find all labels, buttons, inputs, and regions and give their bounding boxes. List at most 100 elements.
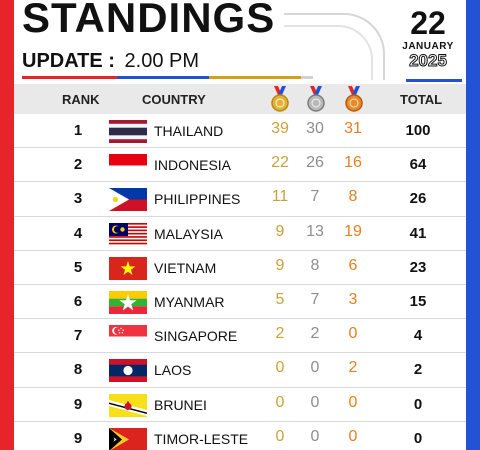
gold-count: 0 (275, 427, 285, 445)
silver-count: 7 (310, 188, 320, 206)
gold-count: 0 (275, 359, 285, 377)
table-row: 1 THAILAND 39 30 31 100 (14, 114, 466, 149)
bronze-count: 16 (344, 154, 362, 172)
singapore-flag-icon (109, 325, 147, 349)
laos-flag-icon (109, 359, 147, 383)
table-header: RANK COUNTRY TOTAL (14, 84, 466, 114)
right-blue-border (466, 0, 480, 450)
table-row: 3 PHILIPPINES 11 7 8 26 (14, 182, 466, 217)
silver-count: 8 (310, 256, 320, 274)
total-count: 26 (409, 190, 427, 208)
bronze-count: 0 (348, 393, 358, 411)
country-name: LAOS (154, 362, 192, 379)
country-name: BRUNEI (154, 396, 207, 413)
rank-cell: 3 (73, 190, 83, 208)
total-count: 2 (413, 361, 423, 379)
country-name: THAILAND (154, 123, 224, 139)
bronze-count: 2 (348, 359, 358, 377)
country-name: VIETNAM (154, 259, 217, 276)
indonesia-flag-icon (109, 154, 147, 178)
header-underline-gold (209, 76, 301, 79)
date-year: 2025 (409, 51, 448, 70)
total-count: 100 (405, 122, 431, 139)
rank-cell: 4 (73, 224, 83, 242)
column-country: COUNTRY (142, 92, 206, 107)
silver-count: 0 (310, 393, 320, 411)
total-count: 23 (409, 258, 427, 276)
bronze-count: 3 (348, 290, 358, 308)
total-count: 0 (413, 395, 423, 413)
table-row: 2 INDONESIA 22 26 16 64 (14, 148, 466, 183)
header-underline-blue (117, 76, 209, 79)
header-underline-red (22, 76, 117, 79)
rank-cell: 7 (73, 327, 83, 345)
silver-count: 7 (310, 290, 320, 308)
country-name: PHILIPPINES (154, 191, 241, 208)
table-row: 5 VIETNAM 9 8 6 23 (14, 251, 466, 285)
myanmar-flag-icon (109, 290, 147, 314)
bronze-count: 19 (344, 222, 362, 240)
silver-count: 13 (306, 222, 324, 240)
timor-leste-flag-icon (109, 427, 147, 450)
rank-cell: 9 (73, 429, 83, 447)
philippines-flag-icon (109, 188, 147, 212)
silver-count: 0 (310, 359, 320, 377)
date-day: 22 (410, 5, 446, 41)
bronze-count: 0 (348, 325, 358, 343)
gold-count: 2 (275, 325, 285, 343)
bronze-medal-icon (345, 86, 363, 112)
gold-count: 0 (275, 393, 285, 411)
rank-cell: 5 (73, 258, 83, 276)
gold-count: 22 (271, 154, 289, 172)
country-name: INDONESIA (154, 157, 232, 174)
table-row: 7 SINGAPORE 2 2 0 4 (14, 319, 466, 354)
silver-count: 30 (306, 120, 324, 137)
table-row: 8 LAOS 0 0 2 2 (14, 353, 466, 388)
decorative-arcs (284, 13, 385, 80)
country-name: SINGAPORE (154, 328, 238, 345)
date-underline-blue (406, 79, 462, 82)
rank-cell: 2 (73, 156, 83, 174)
rank-cell: 8 (73, 361, 83, 379)
rank-cell: 6 (73, 292, 83, 310)
gold-medal-icon (271, 86, 289, 112)
country-name: MALAYSIA (154, 225, 223, 242)
country-name: TIMOR-LESTE (154, 430, 249, 447)
table-row: 4 MALAYSIA 9 13 19 41 (14, 217, 466, 251)
table-row: 6 MYANMAR 5 7 3 15 (14, 285, 466, 320)
bronze-count: 8 (348, 188, 358, 206)
gold-count: 11 (271, 188, 289, 206)
left-red-border (0, 0, 14, 450)
total-count: 4 (413, 327, 423, 345)
date-block: 22 JANUARY 2025 (398, 6, 458, 70)
rank-cell: 1 (73, 122, 83, 139)
page-title: STANDINGS (22, 0, 276, 41)
bronze-count: 0 (348, 427, 358, 445)
brunei-flag-icon (109, 393, 147, 417)
total-count: 0 (413, 429, 423, 447)
malaysia-flag-icon (109, 222, 147, 246)
gold-count: 5 (275, 290, 285, 308)
header-underline-gray (301, 76, 313, 79)
gold-count: 39 (271, 120, 289, 137)
header: STANDINGS UPDATE : 2.00 PM 22 JANUARY 20… (14, 0, 466, 84)
silver-count: 0 (310, 427, 320, 445)
update-info: UPDATE : 2.00 PM (22, 50, 199, 73)
column-total: TOTAL (400, 92, 443, 107)
column-rank: RANK (62, 92, 100, 107)
date-month: JANUARY (402, 41, 454, 52)
thailand-flag-icon (109, 120, 147, 143)
vietnam-flag-icon (109, 256, 147, 280)
total-count: 64 (409, 156, 427, 174)
silver-count: 2 (310, 325, 320, 343)
country-name: MYANMAR (154, 293, 225, 310)
table-row: 9 BRUNEI 0 0 0 0 (14, 388, 466, 422)
silver-count: 26 (306, 154, 324, 172)
standings-table: 1 THAILAND 39 30 31 100 2 INDONESIA 22 2… (14, 114, 466, 450)
update-label: UPDATE : (22, 50, 115, 72)
bronze-count: 6 (348, 256, 358, 274)
silver-medal-icon (307, 86, 325, 112)
gold-count: 9 (275, 256, 285, 274)
total-count: 41 (409, 224, 427, 242)
table-row: 9 TIMOR-LESTE 0 0 0 0 (14, 422, 466, 450)
